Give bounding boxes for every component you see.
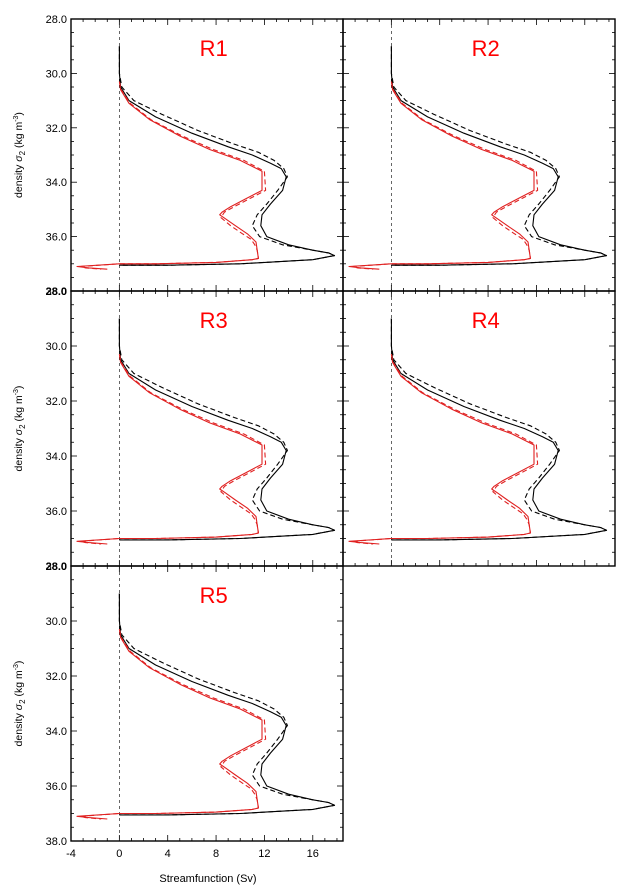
y-axis-label: density σ2 (kg m-3) <box>13 661 27 747</box>
y-tick-label: 34.0 <box>46 451 67 463</box>
panel-r2: R2 <box>342 18 616 292</box>
y-axis-label: density σ2 (kg m-3) <box>13 112 27 198</box>
panel-r4: R4 <box>342 290 616 567</box>
series-line-black-solid <box>390 318 608 541</box>
y-tick-label: 36.0 <box>46 232 67 244</box>
series-line-red-solid <box>76 629 263 820</box>
panel-title: R4 <box>472 308 500 333</box>
y-tick-label: 28.0 <box>46 561 67 573</box>
series-line-red-solid <box>348 81 535 270</box>
y-tick-label: 30.0 <box>46 341 67 353</box>
series-line-black-solid <box>118 318 336 541</box>
x-tick-label: 8 <box>213 848 219 860</box>
x-tick-label: 12 <box>258 848 270 860</box>
x-tick-label: 4 <box>165 848 171 860</box>
y-tick-label: 28.0 <box>46 14 67 26</box>
y-tick-label: 36.0 <box>46 506 67 518</box>
y-tick-label: 32.0 <box>46 396 67 408</box>
y-tick-label: 30.0 <box>46 68 67 80</box>
y-tick-label: 32.0 <box>46 123 67 135</box>
series-line-red-solid <box>348 354 535 545</box>
series-line-black-dashed <box>390 318 608 541</box>
series-line-red-solid <box>76 354 263 545</box>
series-line-red-dashed <box>80 81 267 270</box>
panel-r5: 28.0 30.0 32.0 34.0 36.0 38.0 density σ2 (kg m… <box>13 561 344 860</box>
series-line-black-dashed <box>118 318 336 541</box>
series-line-black-dashed <box>118 46 336 266</box>
x-axis-label: Streamfunction (Sv) <box>159 873 256 885</box>
series-line-red-solid <box>76 81 263 270</box>
series-line-red-dashed <box>352 81 539 270</box>
panel-r1: 28.0 30.0 32.0 34.0 36.0 38.0 density σ2 (kg m… <box>13 14 344 298</box>
series-line-black-dashed <box>118 593 336 816</box>
x-tick-label: 0 <box>116 848 122 860</box>
series-line-red-dashed <box>352 354 539 545</box>
series-line-red-dashed <box>80 354 267 545</box>
panels-group: 28.0 30.0 32.0 34.0 36.0 38.0 density σ2 (kg m… <box>13 14 616 860</box>
panel-r3: 28.0 30.0 32.0 34.0 36.0 38.0 density σ2 (kg m… <box>13 286 344 573</box>
y-tick-label: 34.0 <box>46 726 67 738</box>
series-line-red-dashed <box>80 629 267 820</box>
y-axis-label: density σ2 (kg m-3) <box>13 386 27 472</box>
y-tick-label: 34.0 <box>46 177 67 189</box>
panel-title: R2 <box>472 36 500 61</box>
y-tick-label: 30.0 <box>46 616 67 628</box>
y-tick-label: 38.0 <box>46 561 67 573</box>
y-tick-label: 38.0 <box>46 286 67 298</box>
x-tick-label: -4 <box>66 848 76 860</box>
y-tick-label: 28.0 <box>46 286 67 298</box>
panel-title: R1 <box>200 36 228 61</box>
y-tick-label: 38.0 <box>46 836 67 848</box>
series-line-black-solid <box>118 593 336 816</box>
y-tick-label: 32.0 <box>46 671 67 683</box>
x-tick-label: 16 <box>307 848 319 860</box>
panel-title: R5 <box>200 583 228 608</box>
y-tick-label: 36.0 <box>46 781 67 793</box>
series-line-black-dashed <box>390 46 608 266</box>
panel-title: R3 <box>200 308 228 333</box>
